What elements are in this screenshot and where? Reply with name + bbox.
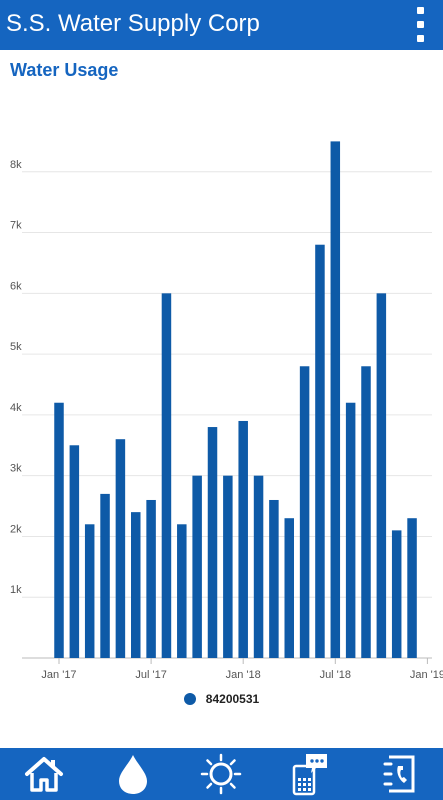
sun-icon	[201, 753, 242, 795]
x-tick-label: Jul '17	[135, 669, 166, 681]
menu-dot-icon	[417, 21, 424, 28]
y-tick-label: 3k	[10, 463, 22, 475]
x-tick-label: Jan '17	[41, 669, 76, 681]
y-tick-label: 6k	[10, 280, 22, 292]
nav-weather[interactable]	[177, 748, 266, 800]
y-tick-label: 1k	[10, 584, 22, 596]
home-icon	[25, 757, 64, 792]
nav-home[interactable]	[0, 748, 89, 800]
chart-bar	[253, 475, 264, 658]
chart-bar	[115, 439, 126, 658]
chart-bar	[284, 518, 294, 658]
chart-bar	[299, 366, 310, 658]
chart-bar	[69, 445, 80, 658]
chart-bar	[361, 366, 371, 658]
chart-bar	[161, 293, 172, 658]
water-usage-chart: 1k 2k 3k 4k 5k 6k 7k 8k Jan '17 Jul '17 Jan '18 Jul…	[10, 141, 443, 681]
section-title: Water Usage	[10, 60, 119, 80]
x-tick-label: Jan '18	[226, 669, 261, 681]
chart-bar	[100, 493, 110, 658]
y-tick-label: 8k	[10, 159, 22, 171]
chart-bar	[131, 512, 141, 658]
chart-bar	[315, 244, 325, 658]
overflow-menu-button[interactable]	[413, 5, 429, 45]
chart-bar	[223, 475, 233, 658]
contact-book-icon	[383, 755, 415, 793]
y-tick-label: 7k	[10, 220, 22, 232]
app-bar: S.S. Water Supply Corp	[0, 0, 443, 50]
chart-bar	[238, 420, 248, 658]
legend-marker	[183, 693, 196, 705]
x-tick-label: Jan '19	[410, 669, 443, 681]
chart-bar	[269, 499, 279, 658]
chart-bar	[330, 141, 341, 658]
chart-bar	[407, 518, 417, 658]
chart-bar	[146, 499, 156, 658]
chart-bar	[177, 524, 187, 658]
chart-bar	[345, 402, 356, 658]
chart-bar	[391, 530, 402, 658]
phone-chat-icon	[292, 754, 328, 796]
app-title: S.S. Water Supply Corp	[6, 10, 260, 37]
bottom-nav	[0, 748, 443, 800]
chart-bar	[376, 293, 387, 658]
chart-bar	[207, 427, 218, 658]
chart-bar	[192, 475, 202, 658]
x-tick-label: Jul '18	[320, 669, 351, 681]
menu-dot-icon	[417, 7, 424, 14]
chart-bar	[84, 524, 95, 658]
chart-legend: 84200531	[0, 689, 443, 709]
y-tick-label: 2k	[10, 523, 22, 535]
y-tick-label: 4k	[10, 402, 22, 414]
nav-water-usage[interactable]	[89, 748, 178, 800]
chart-bar	[54, 402, 64, 658]
water-drop-icon	[118, 755, 147, 794]
y-tick-label: 5k	[10, 341, 22, 353]
nav-contacts[interactable]	[354, 748, 443, 800]
menu-dot-icon	[417, 35, 424, 42]
nav-messages[interactable]	[266, 748, 355, 800]
legend-label[interactable]: 84200531	[205, 692, 260, 706]
